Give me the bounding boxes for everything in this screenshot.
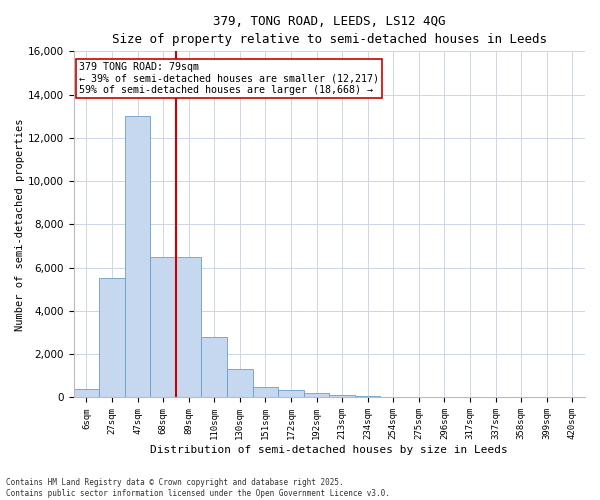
Bar [99, 278, 125, 398]
Bar [253, 386, 278, 398]
Y-axis label: Number of semi-detached properties: Number of semi-detached properties [15, 118, 25, 330]
Bar [151, 257, 176, 398]
Bar [176, 257, 202, 398]
Bar [202, 337, 227, 398]
Text: 379 TONG ROAD: 79sqm
← 39% of semi-detached houses are smaller (12,217)
59% of s: 379 TONG ROAD: 79sqm ← 39% of semi-detac… [79, 62, 379, 95]
X-axis label: Distribution of semi-detached houses by size in Leeds: Distribution of semi-detached houses by … [151, 445, 508, 455]
Bar [74, 389, 99, 398]
Title: 379, TONG ROAD, LEEDS, LS12 4QG
Size of property relative to semi-detached house: 379, TONG ROAD, LEEDS, LS12 4QG Size of … [112, 15, 547, 46]
Bar [125, 116, 151, 398]
Bar [355, 396, 380, 398]
Bar [227, 370, 253, 398]
Bar [278, 390, 304, 398]
Text: Contains HM Land Registry data © Crown copyright and database right 2025.
Contai: Contains HM Land Registry data © Crown c… [6, 478, 390, 498]
Bar [304, 393, 329, 398]
Bar [329, 396, 355, 398]
